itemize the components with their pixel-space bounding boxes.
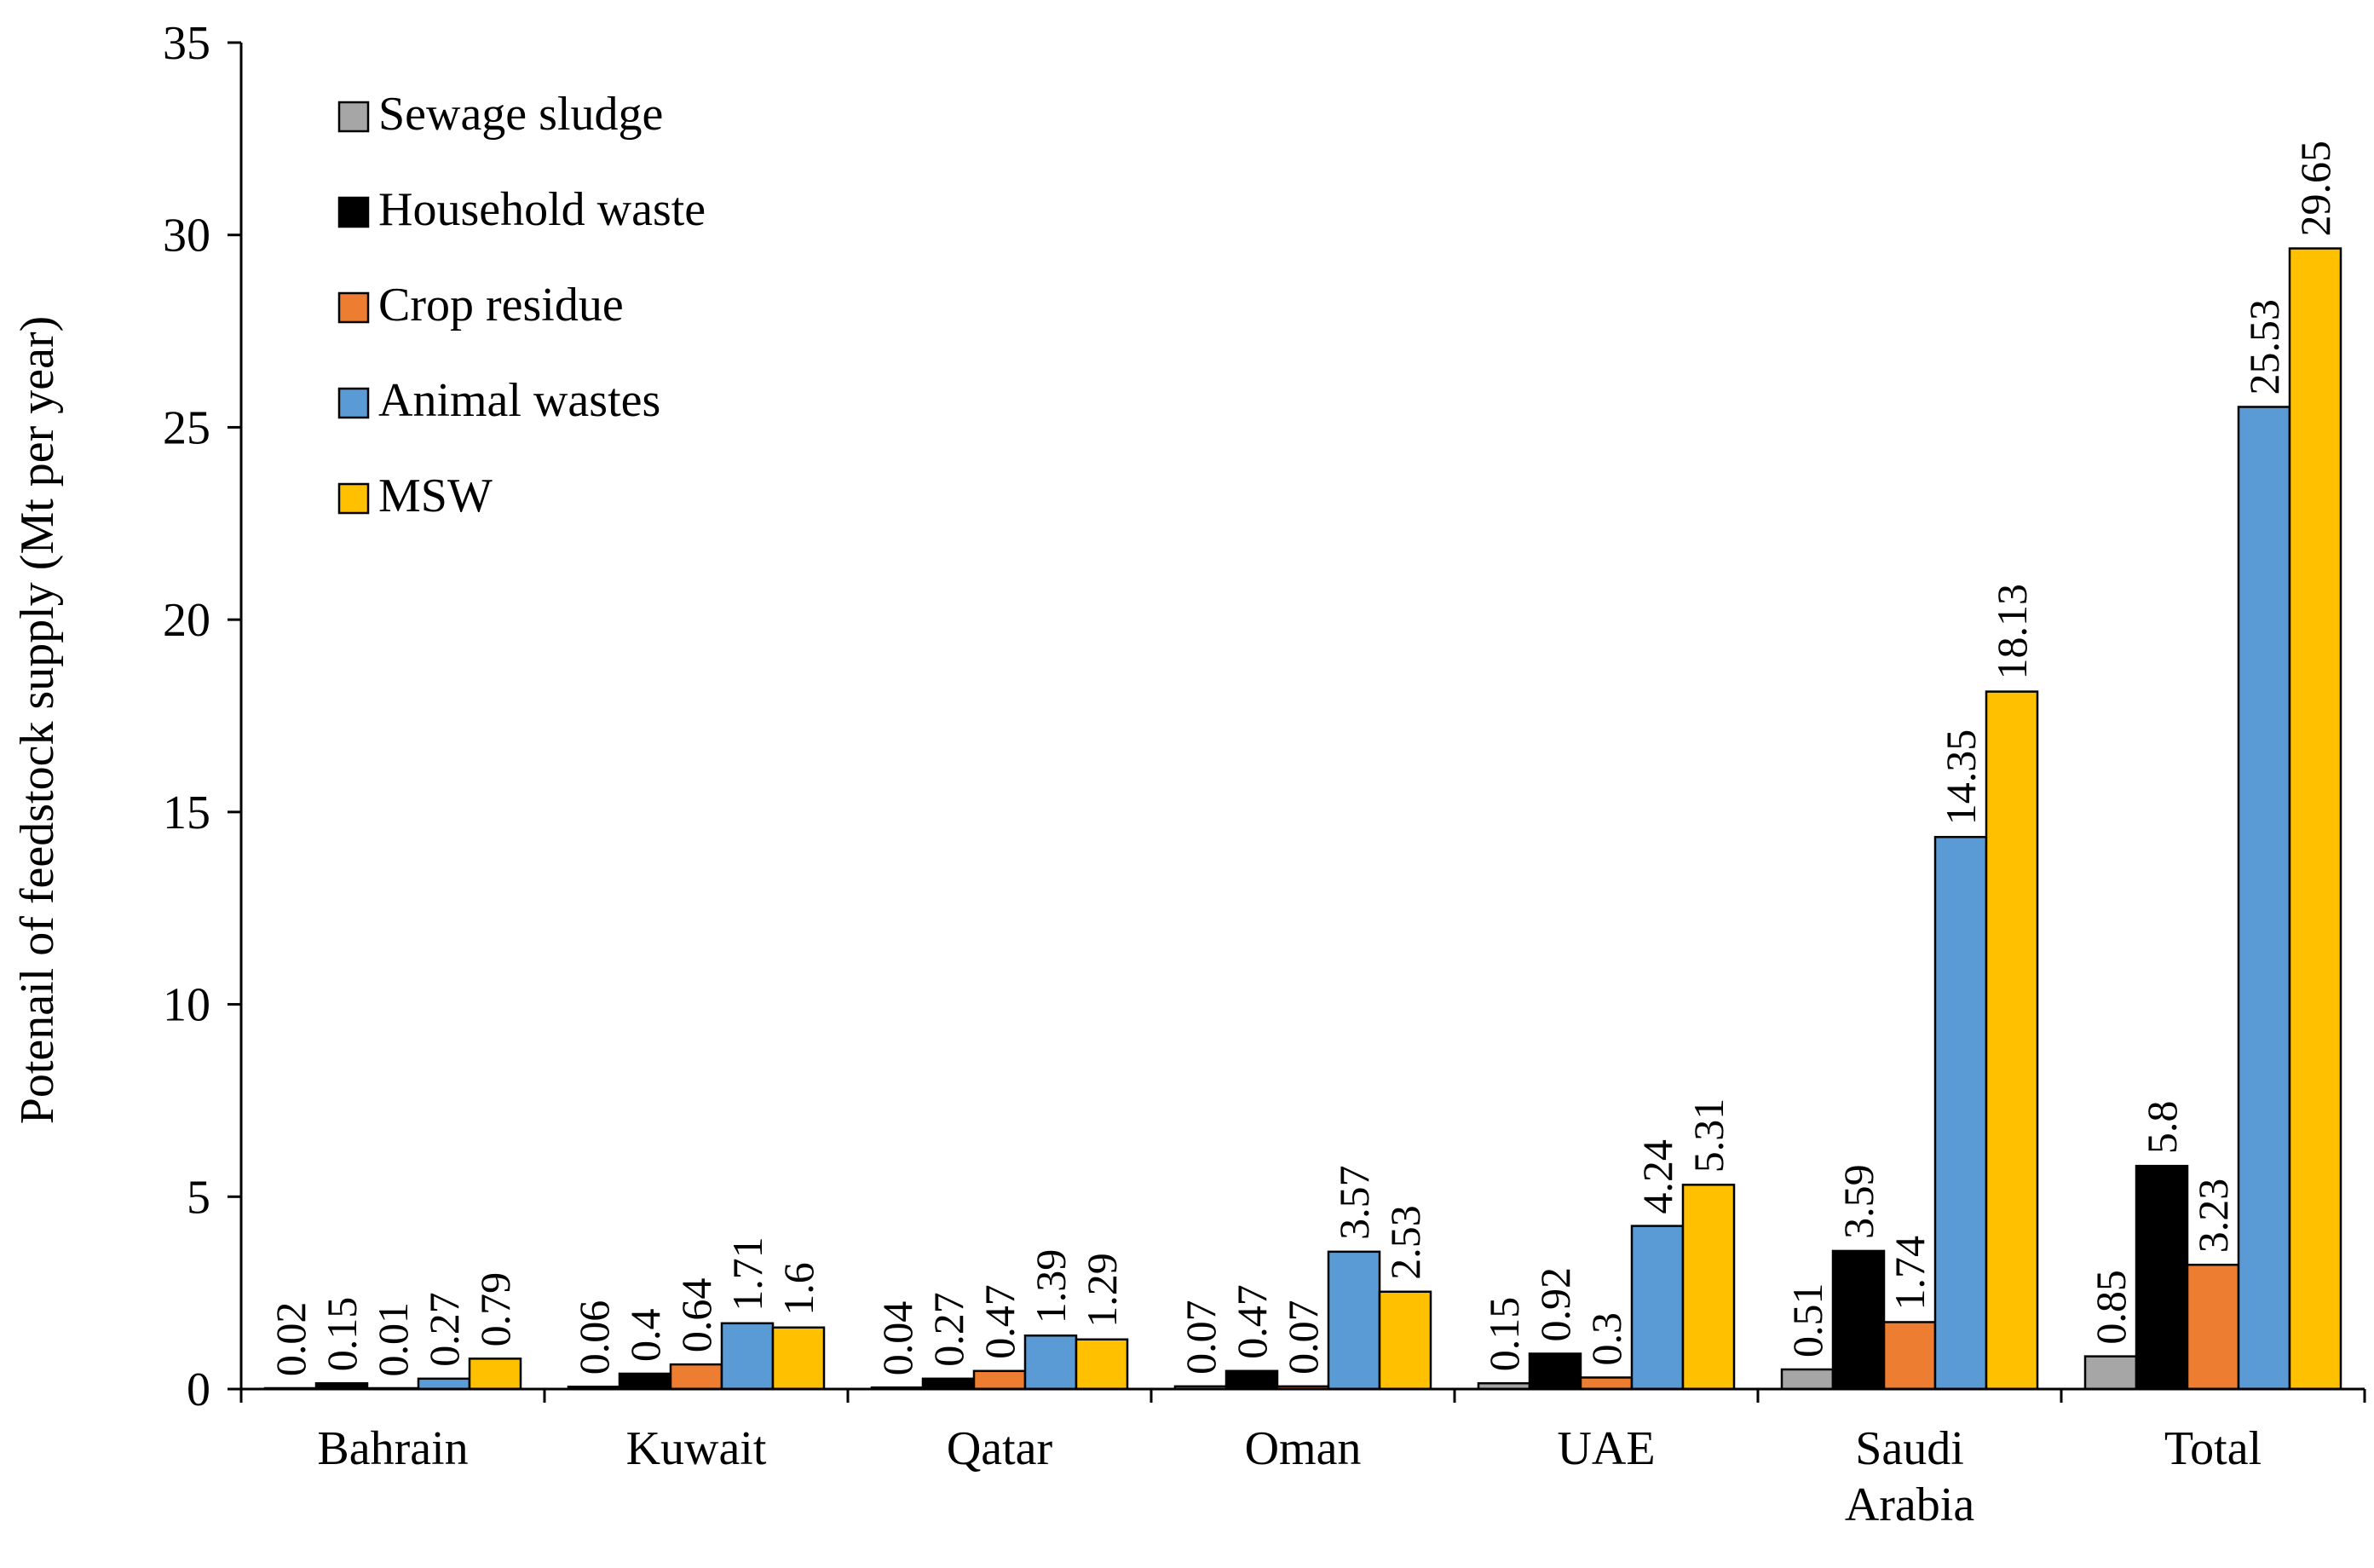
bar-msw (1075, 1338, 1129, 1391)
data-label: 4.24 (1634, 1139, 1681, 1214)
bar-household-waste (921, 1377, 976, 1391)
category-label: Saudi Arabia (1845, 1422, 1975, 1531)
data-label: 1.74 (1886, 1236, 1933, 1311)
y-tick-label: 20 (163, 594, 210, 647)
data-label: 1.6 (775, 1262, 822, 1316)
bar-sewage-sludge (2083, 1355, 2138, 1391)
bar-crop-residue (1882, 1321, 1937, 1391)
data-label: 14.35 (1937, 729, 1985, 826)
bar-household-waste (2135, 1164, 2189, 1391)
data-label: 0.47 (976, 1284, 1023, 1359)
y-tick-label: 25 (163, 401, 210, 454)
bar-msw (2288, 247, 2342, 1391)
category-label: Kuwait (626, 1422, 767, 1475)
legend-swatch (337, 387, 370, 419)
data-label: 0.92 (1531, 1267, 1579, 1342)
legend-swatch (337, 291, 370, 324)
bar-animal-wastes (417, 1377, 471, 1391)
data-label: 0.04 (873, 1301, 921, 1376)
data-label: 1.71 (723, 1237, 771, 1311)
bar-msw (468, 1358, 522, 1391)
x-axis: Bahrain Kuwait Qatar Oman UAE Saudi Arabia Tota… (239, 1387, 2366, 1531)
bar-msw (771, 1326, 826, 1391)
data-labels-group: 0.02 0.15 0.01 0.27 0.79 0.06 0.4 0.641.71 1.60.… (267, 141, 2339, 1377)
data-label: 0.3 (1582, 1312, 1630, 1366)
legend-label: Crop residue (378, 279, 624, 331)
data-label: 3.57 (1330, 1165, 1378, 1240)
bar-crop-residue (972, 1369, 1027, 1391)
legend-label: Household waste (378, 183, 706, 236)
category-label: Total (2164, 1422, 2262, 1475)
y-tick-label: 5 (187, 1171, 210, 1224)
data-label: 0.47 (1228, 1284, 1276, 1359)
bar-animal-wastes (1327, 1250, 1381, 1391)
category-label: Bahrain (317, 1422, 468, 1475)
data-label: 18.13 (1988, 584, 2036, 680)
data-label: 3.23 (2189, 1179, 2237, 1254)
legend-label: Sewage sludge (378, 88, 663, 141)
bar-animal-wastes (1023, 1335, 1078, 1391)
y-tick-label: 10 (163, 979, 210, 1032)
bar-household-waste (1224, 1369, 1279, 1391)
data-label: 0.64 (672, 1278, 720, 1353)
bar-msw (1378, 1290, 1432, 1391)
category-label: Qatar (947, 1422, 1053, 1475)
data-label: 0.27 (420, 1292, 468, 1367)
data-label: 1.29 (1078, 1253, 1126, 1328)
legend-label: Animal wastes (378, 374, 660, 427)
bar-crop-residue (1579, 1376, 1634, 1391)
y-tick-label: 0 (187, 1363, 210, 1416)
category-label: UAE (1557, 1422, 1655, 1475)
legend-swatch (337, 196, 370, 228)
data-label: 1.39 (1027, 1249, 1075, 1324)
bar-household-waste (618, 1372, 672, 1391)
legend-swatch (337, 482, 370, 515)
bar-household-waste (1831, 1249, 1886, 1391)
bars-group (263, 247, 2342, 1391)
category-label: Oman (1245, 1422, 1362, 1475)
bar-household-waste (1528, 1352, 1582, 1391)
y-tick-label: 35 (163, 17, 210, 70)
data-label: 29.65 (2291, 141, 2339, 237)
y-tick-label: 15 (163, 787, 210, 839)
data-label: 0.85 (2087, 1270, 2135, 1345)
data-label: 0.15 (318, 1297, 366, 1372)
data-label: 0.15 (1480, 1297, 1528, 1372)
legend-swatch (337, 101, 370, 133)
data-label: 2.53 (1381, 1205, 1429, 1280)
data-label: 0.06 (570, 1300, 618, 1375)
y-axis-label: Potenail of feedstock supply (Mt per yea… (11, 316, 64, 1125)
data-label: 5.31 (1685, 1098, 1732, 1173)
data-label: 0.07 (1279, 1300, 1327, 1375)
data-label: 0.79 (471, 1272, 519, 1347)
bar-crop-residue (2186, 1263, 2240, 1391)
legend: Sewage sludge Household waste Crop residue… (337, 88, 706, 522)
bar-animal-wastes (1630, 1225, 1685, 1391)
data-label: 0.01 (369, 1302, 417, 1377)
data-label: 0.27 (925, 1292, 972, 1367)
bar-sewage-sludge (1780, 1368, 1835, 1391)
data-label: 0.02 (267, 1302, 314, 1377)
y-tick-label: 30 (163, 210, 210, 262)
bar-crop-residue (669, 1363, 723, 1391)
data-label: 0.07 (1177, 1300, 1224, 1375)
data-label: 25.53 (2240, 299, 2288, 395)
data-label: 3.59 (1835, 1164, 1882, 1239)
y-axis: 0 5 10 15 20 25 30 35 (163, 17, 243, 1416)
bar-animal-wastes (1933, 835, 1988, 1391)
bar-msw (1985, 690, 2039, 1391)
bar-animal-wastes (720, 1322, 775, 1391)
data-label: 0.51 (1783, 1283, 1831, 1358)
data-label: 5.8 (2138, 1101, 2186, 1155)
data-label: 0.4 (621, 1308, 669, 1362)
bar-msw (1681, 1184, 1736, 1391)
legend-label: MSW (378, 470, 493, 522)
bar-animal-wastes (2237, 406, 2291, 1391)
